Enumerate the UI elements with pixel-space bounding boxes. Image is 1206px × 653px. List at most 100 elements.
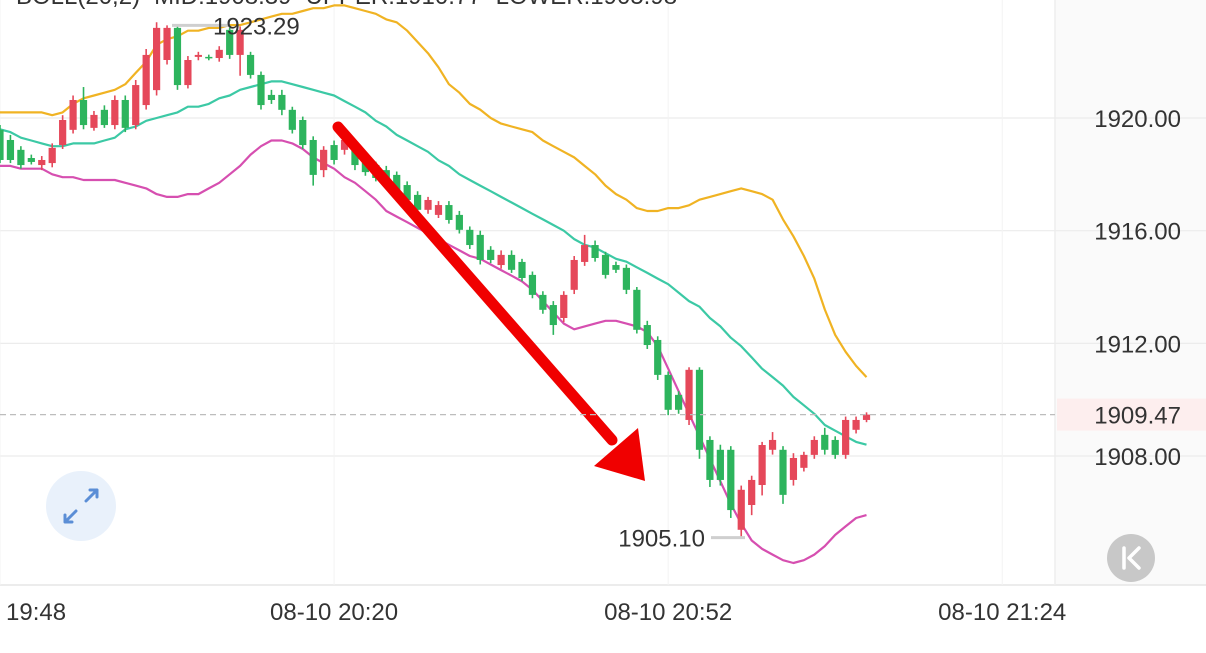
candle-body	[591, 245, 599, 258]
candle-body	[79, 99, 88, 126]
candle-body	[852, 419, 860, 430]
candle-body	[153, 27, 161, 91]
candle-body	[59, 119, 67, 146]
indicator-label: BOLL(20,2)	[16, 0, 140, 10]
min-label: 1905.10	[618, 526, 705, 553]
y-tick-label: 1912.00	[1094, 331, 1181, 358]
candle-body	[163, 27, 171, 60]
candle-body	[173, 27, 182, 86]
candle-body	[800, 454, 808, 468]
candle-body	[727, 449, 735, 511]
candle-body	[560, 294, 568, 318]
candle-body	[320, 149, 328, 171]
candle-body	[288, 109, 296, 130]
candle-body	[393, 174, 401, 190]
candle-body	[246, 54, 255, 75]
expand-button-bg[interactable]	[46, 471, 116, 541]
x-tick-label: 08-10 20:20	[270, 599, 398, 626]
candle-body	[90, 114, 98, 128]
candle-body	[236, 29, 244, 55]
expand-button[interactable]	[46, 471, 116, 541]
candle-body	[121, 99, 129, 128]
candle-body	[48, 147, 56, 164]
candle-body	[518, 261, 526, 278]
candle-body	[403, 185, 411, 200]
candle-body	[184, 59, 192, 86]
indicator-label: UPPER:1910.77	[306, 0, 482, 10]
candle-body	[132, 85, 140, 126]
candle-body	[633, 289, 641, 330]
candle-body	[309, 139, 317, 175]
candle-body	[831, 439, 839, 455]
candle-body	[205, 56, 213, 59]
candle-body	[549, 305, 557, 326]
candle-body	[69, 99, 77, 130]
candle-body	[455, 214, 463, 230]
candle-body	[622, 267, 630, 290]
candle-body	[779, 449, 787, 495]
candle-body	[695, 369, 704, 450]
scroll-to-latest-button[interactable]	[1107, 534, 1155, 582]
candle-body	[299, 119, 307, 146]
candle-body	[257, 74, 265, 106]
candle-body	[789, 457, 798, 480]
candle-body	[581, 245, 589, 262]
candle-body	[539, 294, 547, 310]
candle-body	[810, 439, 818, 455]
grid	[0, 0, 1206, 585]
candle-body	[706, 439, 714, 480]
candle-body	[142, 54, 150, 106]
candle-body	[507, 254, 516, 270]
last-price-label: 1909.47	[1094, 403, 1181, 430]
last-price-badge	[1057, 398, 1206, 431]
candle-body	[0, 129, 4, 160]
candle-body	[100, 109, 108, 126]
x-tick-label: 08-10 20:52	[604, 599, 732, 626]
candle-body	[340, 139, 349, 150]
indicator-label: MID:1908.39	[154, 0, 291, 10]
candle-body	[643, 325, 651, 346]
candle-body	[278, 94, 286, 110]
y-tick-label: 1920.00	[1094, 106, 1181, 133]
candle-body	[497, 254, 505, 266]
candle-body	[842, 419, 850, 455]
candle-body	[476, 234, 484, 260]
candle-body	[38, 159, 46, 166]
candle-body	[654, 339, 662, 375]
candle-body	[267, 94, 276, 100]
indicator-label: LOWER:1905.98	[496, 0, 677, 10]
candle-body	[570, 259, 578, 290]
candle-body	[445, 205, 453, 220]
candle-body	[748, 479, 756, 506]
candle-body	[351, 149, 359, 166]
candle-body	[768, 439, 777, 450]
candle-body	[862, 414, 871, 420]
candle-body	[6, 139, 15, 160]
trend-arrow-head	[594, 428, 645, 481]
x-tick-label: 19:48	[6, 599, 66, 626]
candle-body	[612, 265, 620, 270]
band-line	[0, 80, 867, 446]
candle-body	[664, 374, 672, 410]
expand-icon	[63, 488, 99, 524]
y-tick-label: 1908.00	[1094, 444, 1181, 471]
max-label: 1923.29	[213, 13, 300, 40]
x-tick-label: 08-10 21:24	[938, 599, 1066, 626]
candle-body	[758, 445, 766, 486]
candle-body	[424, 199, 432, 210]
scroll-icon	[1122, 546, 1141, 570]
candle-body	[111, 99, 119, 126]
overlay: 1923.29 1905.10	[0, 13, 1055, 553]
candle-body	[194, 54, 202, 57]
price-axis-bg	[1055, 0, 1206, 585]
y-tick-label: 1916.00	[1094, 219, 1181, 246]
candle-body	[528, 274, 537, 295]
trend-arrow-shaft	[332, 121, 618, 446]
candle-body	[716, 449, 724, 480]
candle-body	[330, 145, 338, 160]
candle-body	[466, 229, 474, 246]
candle-body	[737, 489, 745, 530]
